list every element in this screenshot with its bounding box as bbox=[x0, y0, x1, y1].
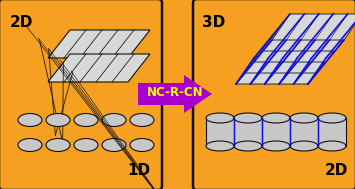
Ellipse shape bbox=[102, 114, 126, 126]
Polygon shape bbox=[254, 36, 344, 62]
Ellipse shape bbox=[74, 114, 98, 126]
Bar bbox=[318, 118, 346, 146]
Ellipse shape bbox=[206, 113, 234, 123]
Ellipse shape bbox=[18, 114, 42, 126]
FancyBboxPatch shape bbox=[0, 0, 162, 189]
Ellipse shape bbox=[46, 139, 70, 152]
Ellipse shape bbox=[262, 113, 290, 123]
Bar bbox=[290, 118, 318, 146]
Ellipse shape bbox=[102, 139, 126, 152]
Ellipse shape bbox=[130, 114, 154, 126]
Text: 2D: 2D bbox=[324, 163, 348, 178]
Ellipse shape bbox=[206, 141, 234, 151]
Ellipse shape bbox=[130, 139, 154, 152]
Polygon shape bbox=[184, 75, 212, 113]
Ellipse shape bbox=[234, 113, 262, 123]
Polygon shape bbox=[245, 47, 335, 73]
Bar bbox=[262, 118, 290, 146]
Ellipse shape bbox=[262, 141, 290, 151]
Ellipse shape bbox=[74, 139, 98, 152]
Text: 1D: 1D bbox=[127, 163, 150, 178]
Polygon shape bbox=[272, 14, 355, 40]
Ellipse shape bbox=[234, 141, 262, 151]
FancyBboxPatch shape bbox=[193, 0, 355, 189]
Text: 3D: 3D bbox=[202, 15, 225, 30]
Ellipse shape bbox=[46, 114, 70, 126]
Polygon shape bbox=[48, 30, 150, 58]
FancyBboxPatch shape bbox=[138, 83, 184, 105]
Ellipse shape bbox=[318, 113, 346, 123]
Text: NC-R-CN: NC-R-CN bbox=[147, 87, 203, 99]
Text: 2D: 2D bbox=[10, 15, 33, 30]
Polygon shape bbox=[236, 58, 326, 84]
Polygon shape bbox=[263, 25, 353, 51]
Bar bbox=[234, 118, 262, 146]
Polygon shape bbox=[48, 54, 150, 82]
Ellipse shape bbox=[290, 113, 318, 123]
Ellipse shape bbox=[18, 139, 42, 152]
Ellipse shape bbox=[318, 141, 346, 151]
Ellipse shape bbox=[290, 141, 318, 151]
Bar bbox=[206, 118, 234, 146]
